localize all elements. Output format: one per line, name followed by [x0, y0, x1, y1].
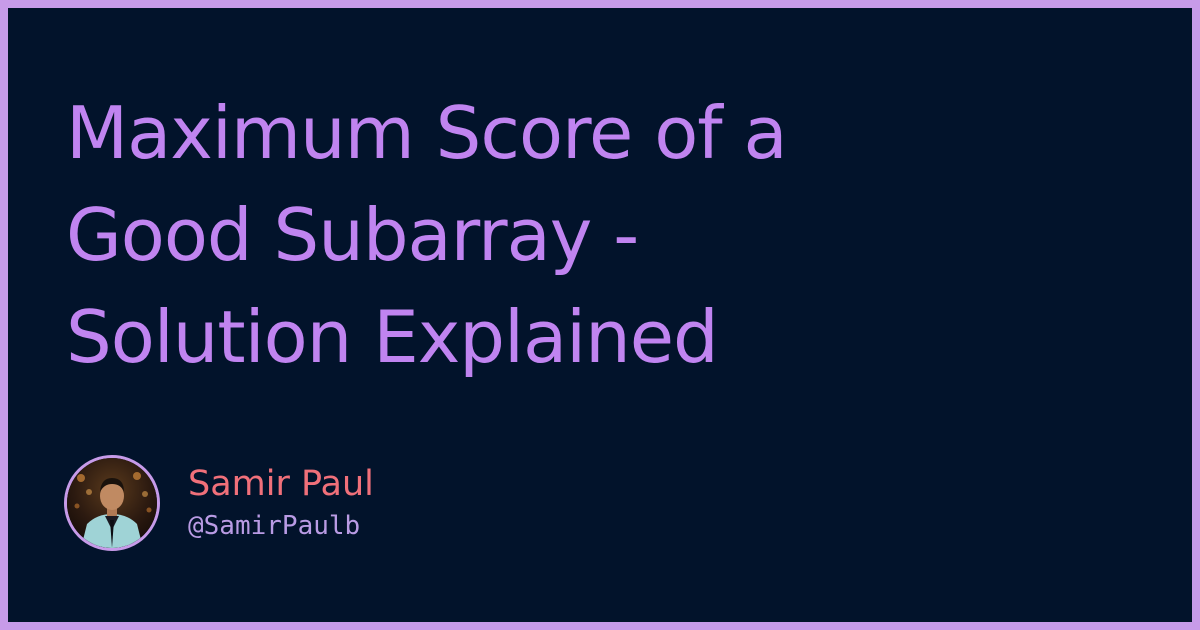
card-background [8, 8, 1192, 622]
author-block: Samir Paul @SamirPaulb [64, 452, 374, 554]
author-handle: @SamirPaulb [188, 511, 361, 541]
title-line-1: Maximum Score of a [66, 91, 788, 175]
author-name: Samir Paul [188, 464, 374, 504]
avatar [64, 455, 160, 551]
person-photo-avatar-icon [67, 458, 157, 548]
author-text: Samir Paul @SamirPaulb [188, 462, 374, 544]
title-line-2: Good Subarray - [66, 193, 639, 277]
page-title: Maximum Score of a Good Subarray - Solut… [66, 82, 1126, 388]
title-line-3: Solution Explained [66, 295, 719, 379]
